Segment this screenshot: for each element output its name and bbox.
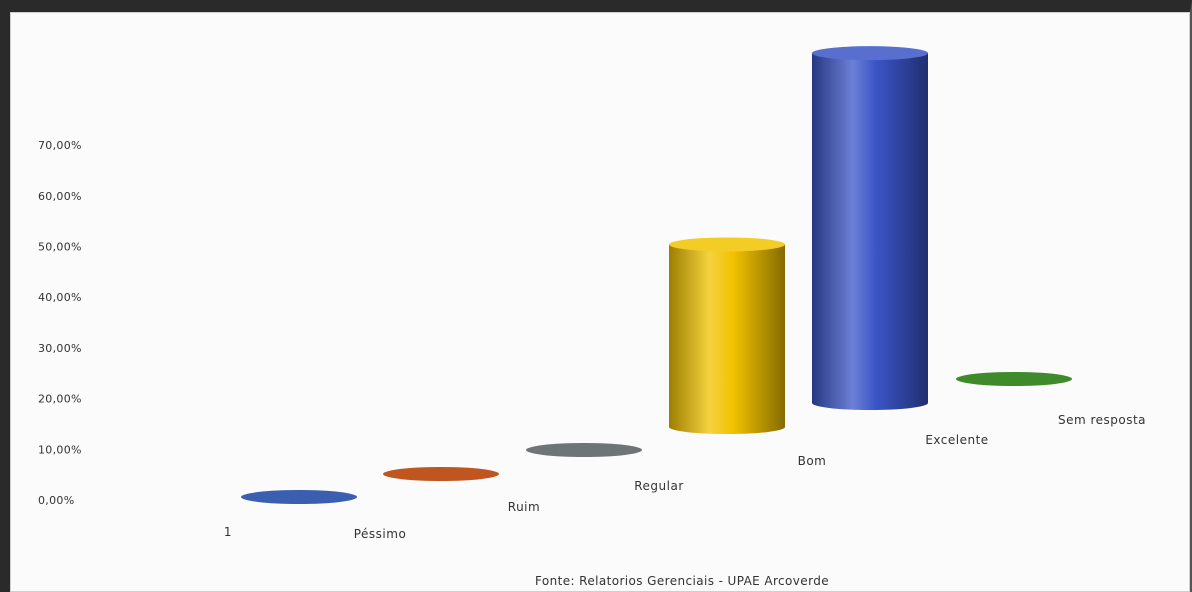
bar-péssimo: [241, 490, 357, 504]
bar-top: [812, 46, 928, 61]
bar-base: [526, 443, 642, 457]
bar-bom: [669, 237, 785, 434]
bar-base: [956, 372, 1072, 386]
bar-base: [383, 467, 499, 481]
y-axis-ticks: 0,00% 10,00% 20,00% 30,00% 40,00% 50,00% 60,00…: [38, 139, 82, 507]
y-tick-label: 30,00%: [38, 342, 82, 355]
y-tick-label: 40,00%: [38, 291, 82, 304]
y-tick-label: 50,00%: [38, 241, 82, 254]
category-label: Péssimo: [354, 527, 407, 541]
source-note: Fonte: Relatorios Gerenciais - UPAE Arco…: [535, 574, 829, 588]
bars: [241, 46, 1072, 504]
bar-ruim: [383, 467, 499, 481]
category-label: Sem resposta: [1058, 413, 1146, 427]
category-label: Excelente: [925, 433, 988, 447]
category-label: Ruim: [508, 500, 540, 514]
y-tick-label: 10,00%: [38, 443, 82, 456]
category-labels: 1 Péssimo Ruim Regular Bom Excelente Sem respo…: [224, 413, 1146, 541]
bar-body: [812, 53, 928, 411]
bar-sem-resposta: [956, 372, 1072, 386]
y-tick-label: 70,00%: [38, 139, 82, 152]
bar-excelente: [812, 46, 928, 411]
y-tick-label: 60,00%: [38, 190, 82, 203]
y-tick-label: 0,00%: [38, 494, 74, 507]
category-label: 1: [224, 525, 232, 539]
chart-area: [10, 12, 1190, 592]
bar-base: [241, 490, 357, 504]
bar-top: [669, 237, 785, 252]
bar-regular: [526, 443, 642, 457]
category-label: Bom: [798, 454, 827, 468]
bar-body: [669, 244, 785, 434]
category-label: Regular: [634, 479, 684, 493]
y-tick-label: 20,00%: [38, 393, 82, 406]
